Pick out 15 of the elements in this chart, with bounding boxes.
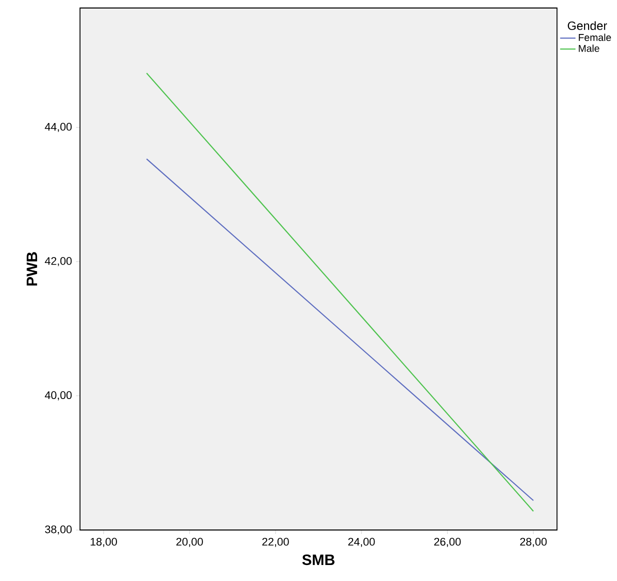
x-axis-title: SMB — [302, 554, 334, 566]
y-tick-label: 38,00 — [45, 525, 72, 535]
x-tick-label: 22,00 — [262, 538, 289, 547]
legend-label: Male — [578, 44, 600, 52]
x-tick-label: 28,00 — [520, 538, 547, 547]
legend-label: Female — [578, 34, 611, 42]
x-tick-label: 26,00 — [434, 538, 461, 547]
y-tick-label: 40,00 — [44, 391, 72, 400]
legend-title: Gender — [568, 21, 608, 30]
y-axis-title: PWB — [26, 252, 38, 286]
x-tick-label: 20,00 — [176, 538, 203, 547]
x-tick-label: 18,00 — [90, 538, 117, 547]
y-tick-label: 42,00 — [44, 257, 72, 266]
y-tick-label: 44,00 — [44, 122, 72, 132]
x-tick-label: 24,00 — [348, 538, 375, 547]
